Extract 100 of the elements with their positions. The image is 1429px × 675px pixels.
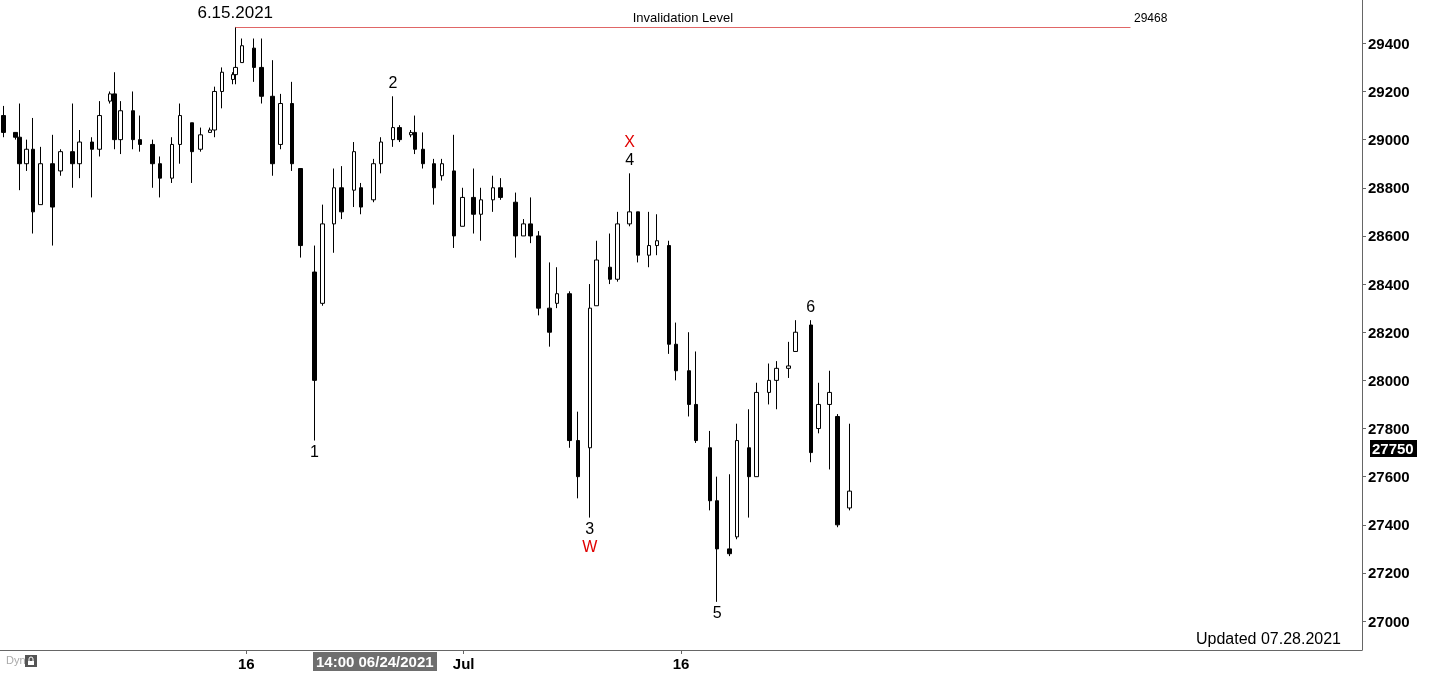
x-tick-label: 16 [672, 655, 690, 672]
candlestick [513, 192, 518, 259]
candlestick [498, 177, 503, 201]
candlestick [359, 182, 363, 215]
candlestick [521, 218, 526, 237]
candlestick [687, 331, 691, 417]
candlestick [332, 168, 336, 254]
candlestick [432, 158, 436, 206]
y-tick-label: 27200 [1368, 564, 1410, 582]
annotation: X [624, 133, 635, 152]
candlestick [17, 103, 22, 191]
candlestick [647, 211, 651, 268]
candlestick [50, 134, 55, 247]
candlestick [233, 26, 238, 85]
candlestick [397, 124, 402, 143]
candlestick [212, 86, 217, 138]
candlestick [150, 139, 155, 189]
annotation: 6 [806, 298, 816, 317]
y-tick-label: 27600 [1368, 468, 1410, 486]
annotation: 2 [388, 74, 398, 93]
annotation: 5 [712, 603, 722, 622]
candlestick [131, 90, 135, 150]
candlestick [479, 187, 483, 242]
candlestick [767, 363, 771, 405]
y-tick-label: 28000 [1368, 371, 1410, 389]
candlestick [312, 245, 317, 442]
y-tick-label: 28600 [1368, 227, 1410, 245]
y-tick-label: 29200 [1368, 82, 1410, 100]
y-tick-label: 28800 [1368, 179, 1410, 197]
candlestick [528, 196, 533, 244]
candlestick [320, 204, 325, 307]
candlestick [655, 213, 659, 256]
candlestick [379, 136, 383, 174]
candlestick [667, 240, 671, 355]
candlestick [727, 473, 732, 557]
candlestick [97, 100, 102, 157]
y-tick-label: 29400 [1368, 34, 1410, 52]
candlestick [198, 127, 203, 153]
candlestick [608, 233, 612, 285]
candlestick [615, 211, 620, 283]
candlestick [774, 360, 779, 410]
candlestick [371, 158, 376, 203]
candlestick [77, 129, 82, 179]
candlestick [786, 341, 791, 379]
candlestick [715, 476, 719, 603]
candlestick [460, 187, 465, 227]
candlestick [38, 146, 43, 206]
candlestick [708, 430, 712, 511]
annotation: 3 [585, 519, 595, 538]
y-tick-label: 28400 [1368, 275, 1410, 293]
y-tick-label: 29000 [1368, 131, 1410, 149]
candlestick [31, 117, 35, 235]
candlestick [588, 283, 592, 519]
candlestick [70, 103, 75, 189]
candlestick [594, 240, 599, 307]
candlestick [270, 59, 275, 177]
x-tick-label: 16 [237, 655, 255, 672]
candlestick [138, 115, 142, 153]
candlestick [298, 168, 303, 259]
candlestick [252, 38, 256, 83]
candlestick [835, 413, 840, 528]
candlestick [576, 411, 580, 499]
annotation: 4 [625, 151, 635, 170]
candlestick [413, 115, 417, 155]
candlestick [536, 230, 541, 316]
candlestick [240, 38, 244, 64]
y-tick-label: 27400 [1368, 516, 1410, 534]
x-tick-label: Jul [452, 655, 475, 672]
candlestick [547, 261, 552, 348]
candlestick [352, 141, 356, 208]
candlestick [278, 93, 283, 150]
candlestick [391, 95, 395, 148]
candlestick [793, 319, 798, 352]
candlestick [1, 105, 6, 138]
candlestick [636, 211, 640, 263]
candlestick [259, 38, 264, 105]
candlestick [471, 168, 476, 235]
candlestick [452, 134, 456, 249]
candlestick [809, 319, 813, 463]
candlestick [220, 66, 224, 109]
candlestick [627, 172, 632, 227]
y-tick-label: 28200 [1368, 323, 1410, 341]
candlestick [58, 148, 63, 177]
y-tick-label: 27800 [1368, 420, 1410, 438]
candlestick [170, 136, 174, 184]
y-tick-label: 27000 [1368, 612, 1410, 630]
candlestick [440, 158, 444, 182]
text: 27750 [1370, 440, 1417, 457]
candlestick [754, 382, 759, 478]
candlestick [491, 175, 495, 213]
candlestick [674, 322, 678, 381]
annotation: 6.15.2021 [197, 2, 274, 23]
candlestick [747, 408, 751, 519]
candlestick [555, 266, 559, 309]
candlestick [190, 122, 194, 184]
candlestick [827, 370, 832, 470]
text: 14:00 06/24/2021 [313, 652, 437, 671]
annotation: Updated 07.28.2021 [1195, 630, 1341, 648]
candlestick [694, 350, 698, 444]
candlestick [816, 382, 821, 434]
